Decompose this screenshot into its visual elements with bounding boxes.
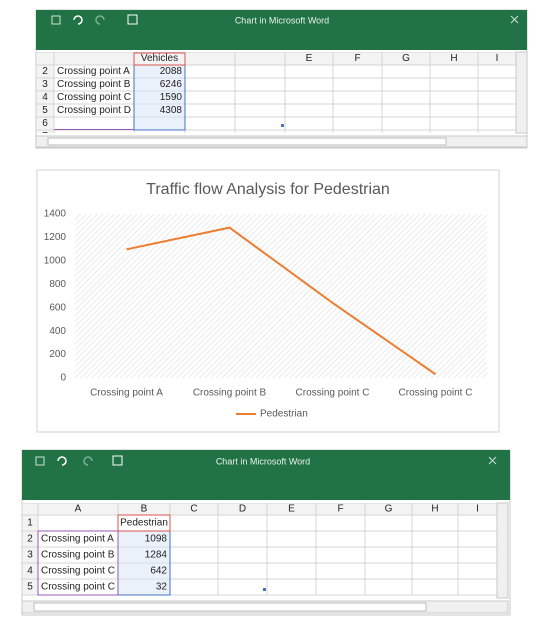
column-letter: E	[288, 504, 295, 515]
redo-icon[interactable]	[95, 15, 105, 25]
row-header-bar	[22, 503, 38, 595]
cell-label: Crossing point B	[41, 550, 115, 561]
undo-icon[interactable]	[73, 15, 83, 25]
redo-icon[interactable]	[83, 456, 93, 466]
column-letter: E	[306, 53, 313, 64]
x-tick-label: Crossing point C	[399, 388, 473, 399]
header-selection	[133, 52, 186, 66]
x-tick-label: Crossing point A	[90, 388, 163, 399]
fill-handle	[263, 588, 266, 591]
sheet-icon[interactable]	[127, 14, 138, 25]
x-tick-label: Crossing point C	[296, 388, 370, 399]
y-tick-label: 400	[49, 326, 66, 337]
close-button[interactable]	[510, 15, 519, 24]
cell-value: 2088	[160, 66, 183, 77]
column-letter: H	[450, 53, 457, 64]
series-line	[126, 226, 437, 376]
cell-label: Crossing point C	[41, 566, 115, 577]
column-letter: I	[476, 504, 479, 515]
row-number: 5	[42, 105, 48, 116]
value-selection	[133, 64, 186, 131]
cell-label: Crossing point B	[57, 79, 131, 90]
vertical-scrollbar[interactable]	[515, 51, 528, 134]
cell-label: Crossing point A	[57, 66, 130, 77]
column-letter: B	[141, 504, 148, 515]
sheet-grid: Vehicles E F G H I 2 Crossing point A 2088 3 Cross…	[36, 52, 516, 142]
row-number: 1	[27, 518, 33, 529]
chart: 0 200 400 600 800 1000 1200 1400 Crossing point …	[44, 209, 473, 420]
x-tick-label: Crossing point B	[193, 388, 267, 399]
scroll-thumb[interactable]	[47, 137, 447, 146]
undo-icon[interactable]	[57, 456, 67, 466]
save-icon[interactable]	[51, 15, 61, 25]
column-header: Vehicles	[141, 53, 178, 64]
label-selection	[37, 530, 119, 596]
column-header-bar	[36, 52, 516, 65]
y-tick-label: 0	[60, 373, 66, 384]
cell-value: 4308	[160, 105, 183, 116]
row-number: 4	[27, 566, 33, 577]
cell-value: 1284	[145, 550, 168, 561]
row-number: 3	[42, 79, 48, 90]
y-tick-label: 1400	[44, 209, 67, 220]
column-letter: G	[385, 504, 393, 515]
cell-label: Crossing point C	[41, 582, 115, 593]
plot-area	[75, 214, 487, 378]
column-letter: H	[431, 504, 438, 515]
row-number: 7	[42, 131, 48, 142]
row-number: 6	[42, 118, 48, 129]
label-selection	[54, 129, 134, 130]
column-letter: F	[354, 53, 360, 64]
close-button[interactable]	[488, 456, 497, 465]
cell-value: 1590	[160, 92, 183, 103]
row-number: 2	[42, 66, 48, 77]
vertical-scrollbar[interactable]	[496, 502, 509, 599]
title-bar	[36, 10, 527, 50]
column-letter: C	[190, 504, 197, 515]
cell-label: Crossing point D	[57, 105, 131, 116]
value-selection	[117, 530, 171, 596]
column-letter: G	[402, 53, 410, 64]
cell-header: Pedestrian	[120, 518, 168, 529]
scroll-thumb[interactable]	[33, 602, 427, 612]
y-tick-label: 1000	[44, 255, 67, 266]
cell-label: Crossing point C	[57, 92, 131, 103]
y-tick-label: 1200	[44, 232, 67, 243]
y-tick-label: 600	[49, 302, 66, 313]
title-bar	[22, 450, 510, 500]
column-letter: A	[75, 504, 82, 515]
row-number: 3	[27, 550, 33, 561]
column-header-bar	[22, 503, 497, 515]
header-selection	[117, 514, 171, 532]
column-letter: D	[239, 504, 246, 515]
column-letter: F	[337, 504, 343, 515]
sheet-grid: A B C D E F G H I 1 Pedestrian 2 Crossing point A 109…	[22, 503, 497, 596]
row-header-bar	[36, 52, 54, 133]
legend-label: Pedestrian	[260, 409, 308, 420]
row-number: 4	[42, 92, 48, 103]
cell-value: 32	[156, 582, 168, 593]
row-number: 5	[27, 582, 33, 593]
sheet-icon[interactable]	[112, 455, 123, 466]
window-title: Chart in Microsoft Word	[235, 15, 329, 25]
cell-value: 1098	[145, 534, 168, 545]
window-title: Chart in Microsoft Word	[216, 456, 310, 466]
cell-label: Crossing point A	[41, 534, 114, 545]
column-letter: I	[496, 53, 499, 64]
y-tick-label: 200	[49, 349, 66, 360]
cell-value: 6246	[160, 79, 183, 90]
y-tick-label: 800	[49, 279, 66, 290]
save-icon[interactable]	[35, 456, 45, 466]
chart-title: Traffic flow Analysis for Pedestrian	[146, 181, 390, 198]
fill-handle	[281, 124, 284, 127]
cell-value: 642	[150, 566, 167, 577]
row-number: 2	[27, 534, 33, 545]
